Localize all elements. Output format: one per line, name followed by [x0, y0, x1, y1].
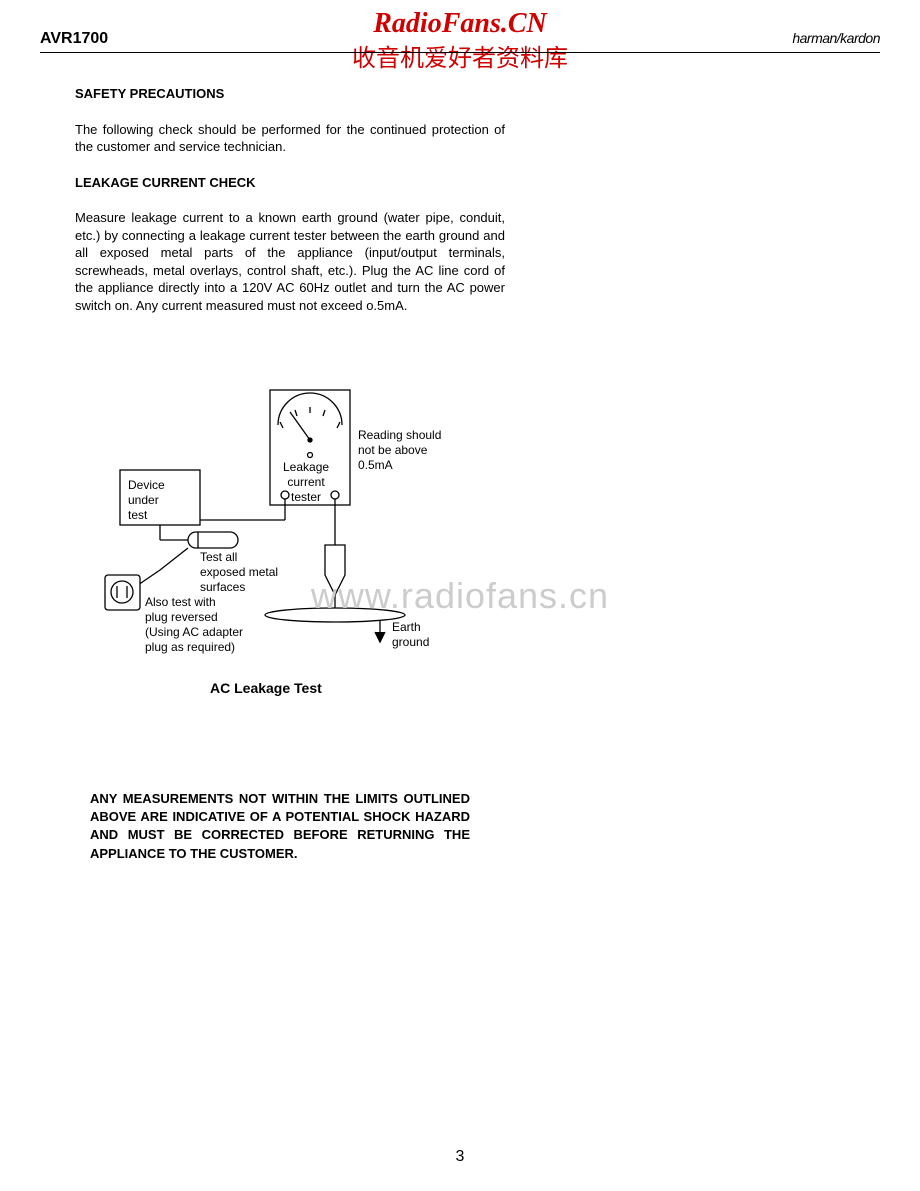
label-leakage-tester: Leakage current tester [283, 460, 329, 505]
brand-logo: harman/kardon [792, 30, 880, 46]
ac-leakage-diagram: Device under test Leakage current tester… [100, 380, 500, 670]
shock-hazard-warning: ANY MEASUREMENTS NOT WITHIN THE LIMITS O… [90, 790, 470, 863]
model-number: AVR1700 [40, 30, 108, 47]
label-earth-ground: Earth ground [392, 620, 429, 650]
leakage-check-heading: LEAKAGE CURRENT CHECK [75, 174, 505, 192]
page-header: AVR1700 harman/kardon [40, 30, 880, 53]
label-device-under-test: Device under test [128, 478, 165, 523]
body-text-column: SAFETY PRECAUTIONS The following check s… [75, 85, 505, 332]
safety-precautions-body: The following check should be performed … [75, 121, 505, 156]
page-number: 3 [0, 1148, 920, 1166]
leakage-check-body: Measure leakage current to a known earth… [75, 209, 505, 314]
safety-precautions-heading: SAFETY PRECAUTIONS [75, 85, 505, 103]
label-reading: Reading should not be above 0.5mA [358, 428, 441, 473]
diagram-caption: AC Leakage Test [210, 680, 322, 696]
watermark-center: www.radiofans.cn [0, 575, 920, 617]
